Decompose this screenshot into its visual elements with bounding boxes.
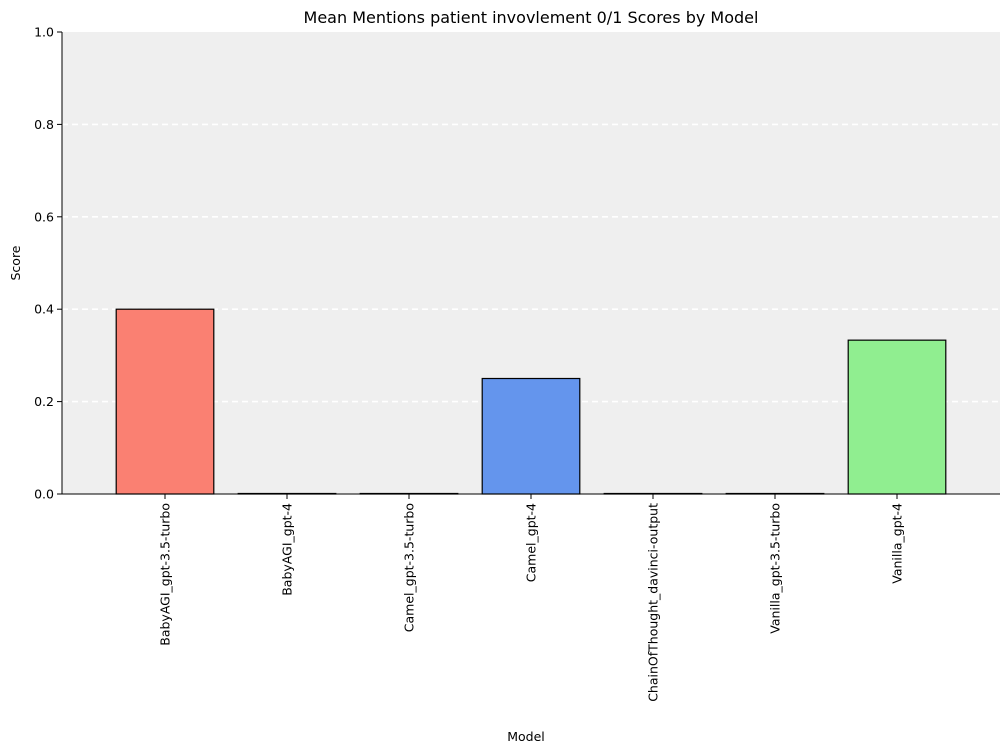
bar — [481, 377, 581, 495]
y-ticks: 0.0 0.2 0.4 0.6 0.8 1.0 — [34, 25, 62, 502]
bar — [115, 308, 215, 495]
x-tick-label: Vanilla_gpt-4 — [890, 503, 905, 584]
y-tick-label: 0.6 — [34, 209, 54, 224]
x-tick-label: Vanilla_gpt-3.5-turbo — [768, 503, 783, 634]
y-axis-label: Score — [8, 245, 23, 280]
grid-lines — [62, 123, 1000, 403]
y-tick-label: 0.2 — [34, 394, 54, 409]
x-tick-label: Camel_gpt-4 — [524, 503, 539, 582]
x-ticks: BabyAGI_gpt-3.5-turbo BabyAGI_gpt-4 Camel_… — [158, 494, 905, 702]
bars — [115, 308, 947, 495]
chart-title: Mean Mentions patient invovlement 0/1 Sc… — [304, 8, 759, 27]
y-tick-label: 1.0 — [34, 25, 54, 40]
y-tick-label: 0.0 — [34, 487, 54, 502]
x-tick-label: ChainOfThought_davinci-output — [646, 503, 661, 702]
y-tick-label: 0.8 — [34, 117, 54, 132]
y-tick-label: 0.4 — [34, 302, 54, 317]
bar — [847, 339, 947, 495]
x-axis-label: Model — [507, 729, 545, 744]
x-tick-label: BabyAGI_gpt-4 — [280, 503, 295, 596]
x-tick-label: Camel_gpt-3.5-turbo — [402, 503, 417, 632]
x-tick-label: BabyAGI_gpt-3.5-turbo — [158, 503, 173, 646]
